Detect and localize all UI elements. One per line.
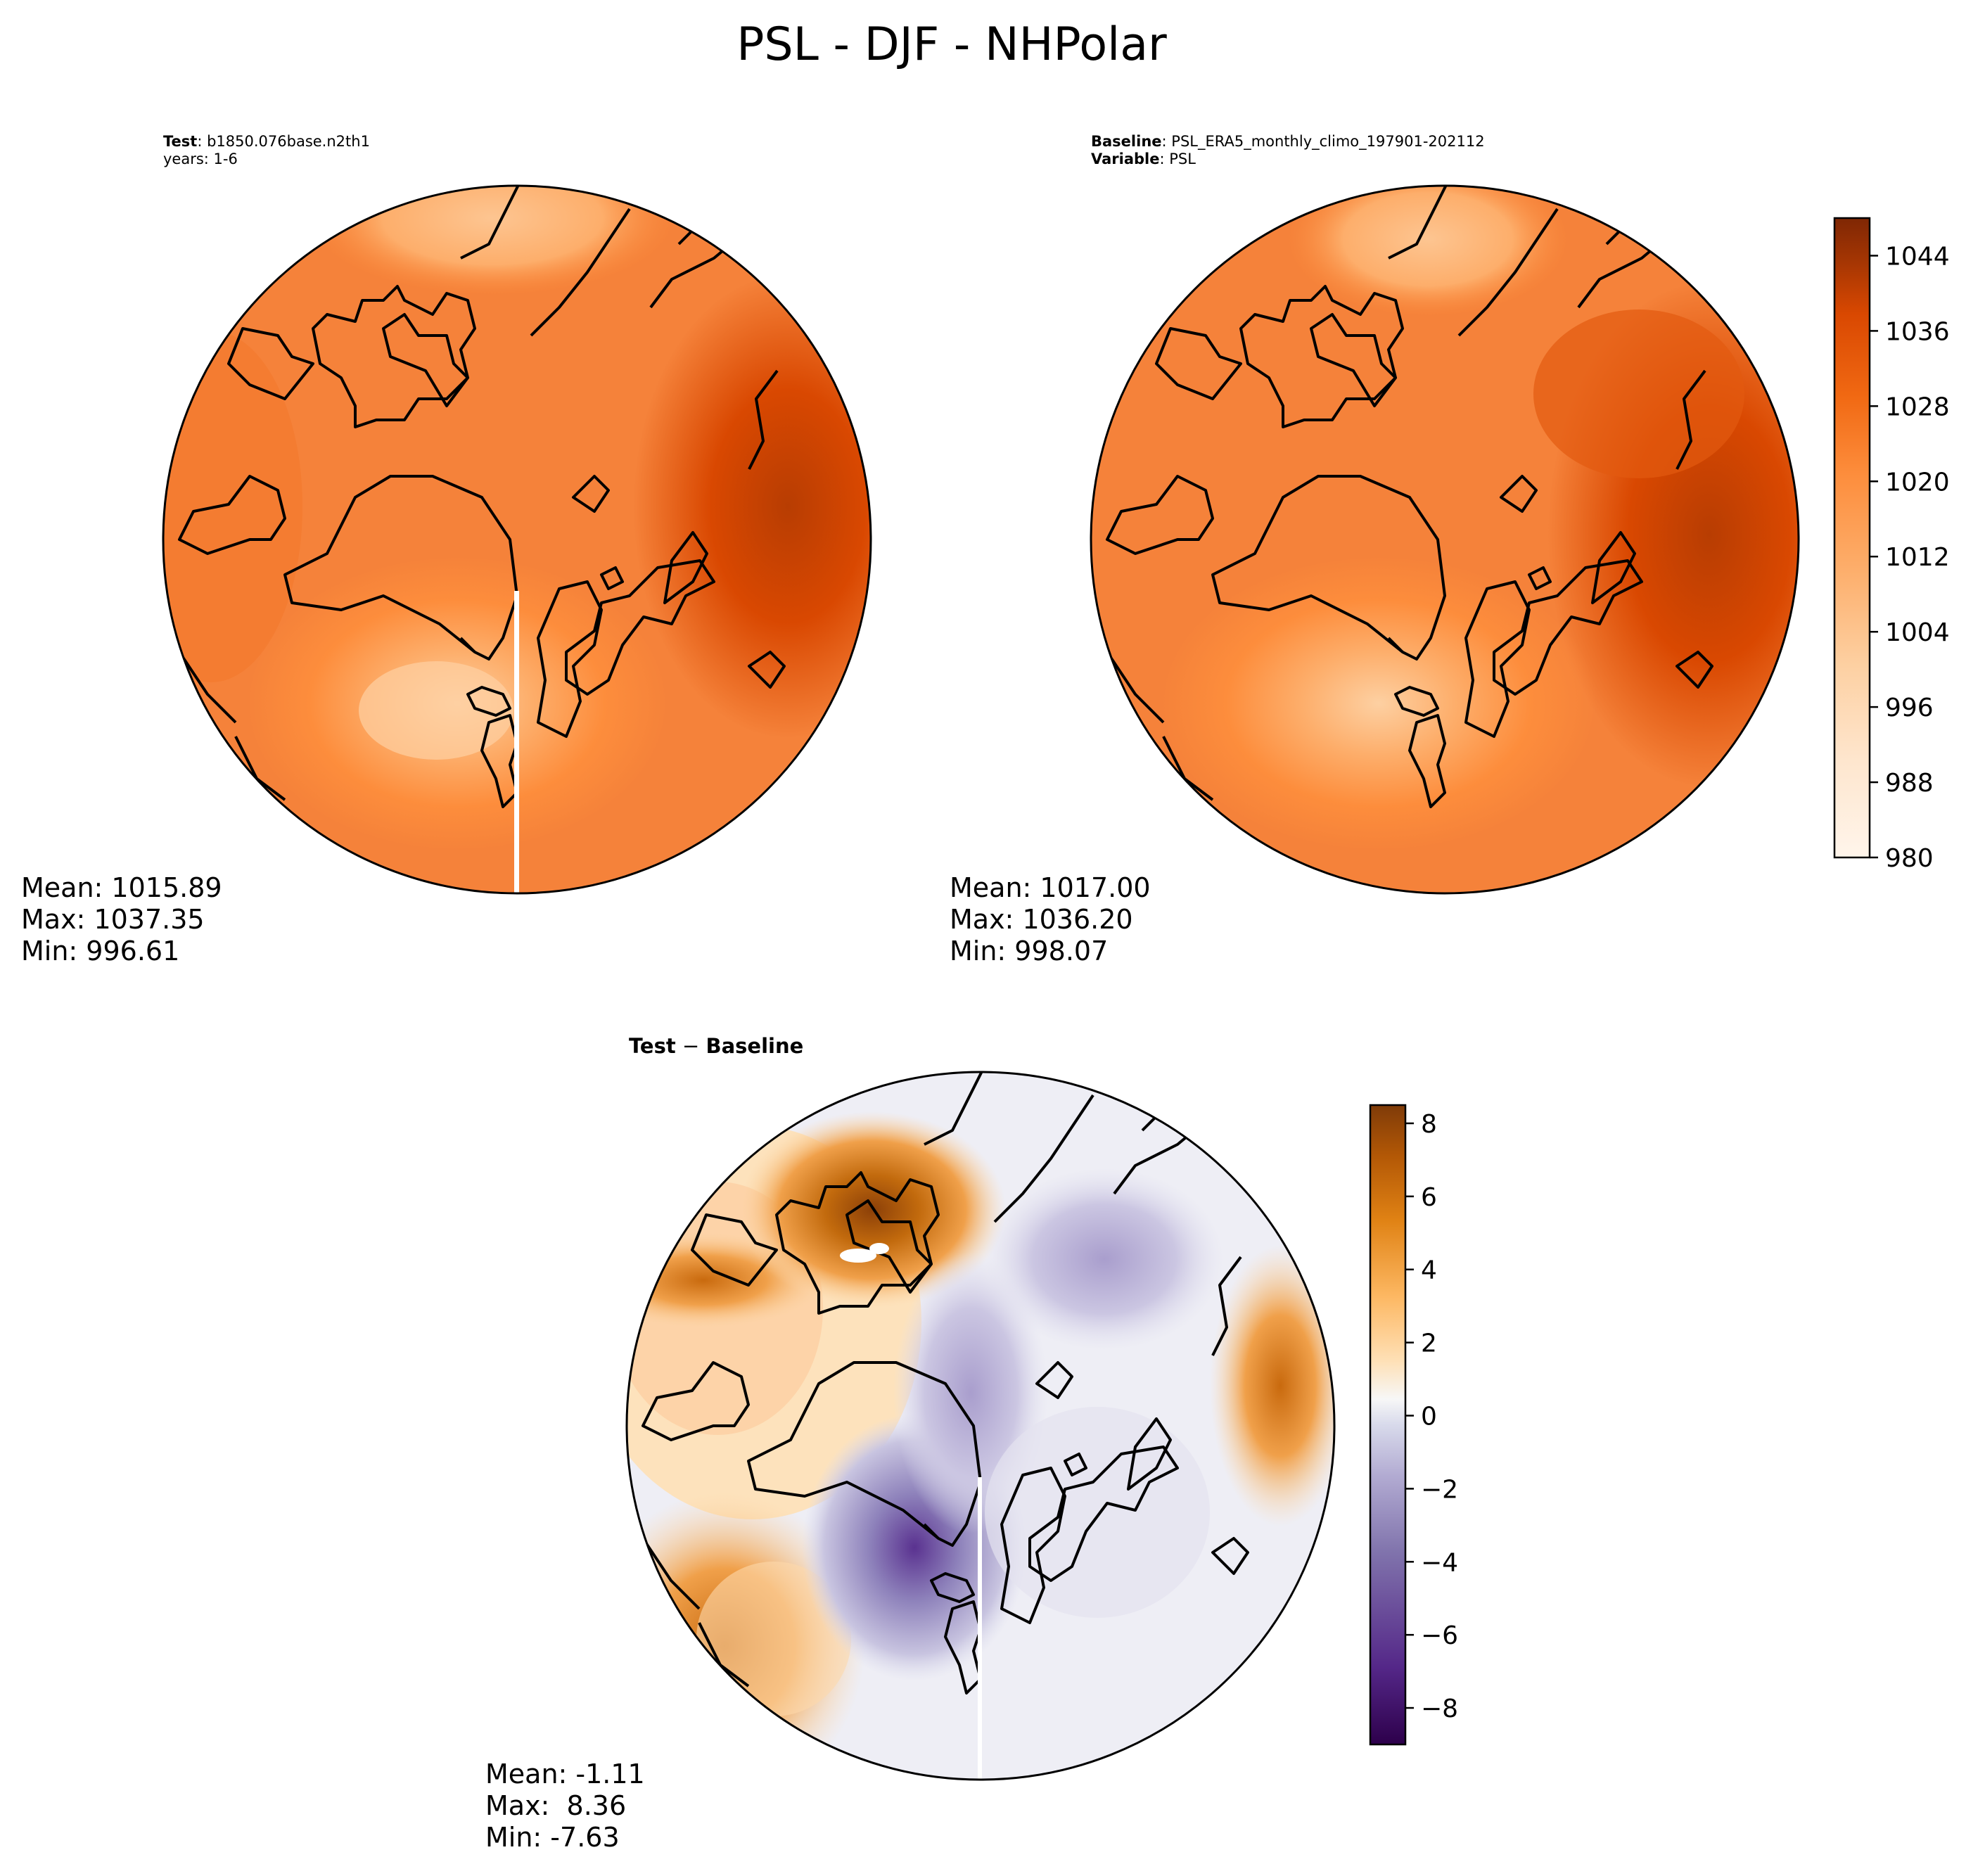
absolute-colorbar-tick-label: 1036 bbox=[1885, 317, 1950, 346]
absolute-colorbar-tick-label: 1012 bbox=[1885, 543, 1950, 572]
absolute-colorbar-tick-label: 1028 bbox=[1885, 393, 1950, 421]
test-map bbox=[163, 186, 871, 893]
baseline-variable: Variable: PSL bbox=[1091, 151, 1196, 167]
difference-colorbar-tick-label: −8 bbox=[1421, 1695, 1458, 1723]
difference-colorbar-tick-label: −6 bbox=[1421, 1621, 1458, 1650]
baseline-variable-key: Variable bbox=[1091, 151, 1159, 167]
baseline-mean: Mean: 1017.00 bbox=[950, 872, 1151, 903]
difference-colorbar-tick-label: 4 bbox=[1421, 1256, 1437, 1285]
test-label-value: b1850.076base.n2th1 bbox=[207, 133, 370, 150]
diff-map-border bbox=[625, 1071, 1336, 1781]
difference-colorbar-tick-label: −2 bbox=[1421, 1475, 1458, 1504]
absolute-colorbar-tick-label: 988 bbox=[1885, 769, 1934, 798]
absolute-colorbar-tick-label: 996 bbox=[1885, 694, 1934, 722]
test-label: Test: b1850.076base.n2th1 bbox=[163, 133, 370, 150]
difference-colorbar-bar bbox=[1369, 1104, 1407, 1746]
baseline-max: Max: 1036.20 bbox=[950, 904, 1133, 935]
absolute-colorbar-ticks: 1044 1036 1028 1020 1012 1004 996 988 980 bbox=[1870, 242, 1950, 873]
diff-map bbox=[627, 1072, 1334, 1780]
difference-colorbar-tick-label: 8 bbox=[1421, 1110, 1437, 1139]
absolute-colorbar-tick-label: 1044 bbox=[1885, 242, 1950, 271]
difference-colorbar-tick-label: 2 bbox=[1421, 1329, 1437, 1358]
absolute-colorbar: 1044 1036 1028 1020 1012 1004 996 988 980 bbox=[1833, 217, 1950, 873]
absolute-colorbar-tick-label: 1004 bbox=[1885, 618, 1950, 647]
baseline-map-border bbox=[1090, 184, 1800, 895]
diff-title: Test − Baseline bbox=[629, 1034, 803, 1058]
diff-mean: Mean: -1.11 bbox=[485, 1759, 645, 1789]
diff-title-op: − bbox=[676, 1034, 706, 1058]
difference-colorbar-tick-label: 0 bbox=[1421, 1403, 1437, 1431]
absolute-colorbar-tick-label: 980 bbox=[1885, 844, 1934, 873]
difference-colorbar: 8 6 4 2 0 −2 −4 −6 −8 bbox=[1369, 1104, 1458, 1746]
difference-colorbar-tick-label: 6 bbox=[1421, 1183, 1437, 1212]
difference-colorbar-ticks: 8 6 4 2 0 −2 −4 −6 −8 bbox=[1405, 1110, 1458, 1723]
test-label-key: Test bbox=[163, 133, 197, 150]
baseline-label-value: PSL_ERA5_monthly_climo_197901-202112 bbox=[1171, 133, 1484, 151]
test-years: years: 1-6 bbox=[163, 151, 238, 167]
figure-title: PSL - DJF - NHPolar bbox=[736, 18, 1167, 71]
test-map-border bbox=[162, 184, 872, 895]
test-panel: Test: b1850.076base.n2th1 years: 1-6 Mea… bbox=[21, 133, 872, 966]
diff-max: Max: 8.36 bbox=[485, 1790, 626, 1821]
baseline-panel: Baseline: PSL_ERA5_monthly_climo_197901-… bbox=[950, 133, 1800, 966]
diff-min: Min: -7.63 bbox=[485, 1822, 620, 1853]
absolute-colorbar-tick-label: 1020 bbox=[1885, 468, 1950, 497]
diff-title-left: Test bbox=[629, 1034, 676, 1058]
test-mean: Mean: 1015.89 bbox=[21, 872, 222, 903]
absolute-colorbar-bar bbox=[1833, 217, 1871, 859]
baseline-map bbox=[1091, 186, 1799, 893]
diff-panel: Test − Baseline Mean: -1.11 Max: 8.36 Mi… bbox=[485, 1034, 1336, 1853]
test-max: Max: 1037.35 bbox=[21, 904, 205, 935]
baseline-label: Baseline: PSL_ERA5_monthly_climo_197901-… bbox=[1091, 133, 1485, 151]
test-min: Min: 996.61 bbox=[21, 936, 179, 966]
diff-title-right: Baseline bbox=[706, 1034, 803, 1058]
baseline-label-key: Baseline bbox=[1091, 133, 1162, 150]
baseline-variable-value: PSL bbox=[1169, 151, 1196, 167]
difference-colorbar-tick-label: −4 bbox=[1421, 1548, 1458, 1577]
baseline-min: Min: 998.07 bbox=[950, 936, 1108, 966]
